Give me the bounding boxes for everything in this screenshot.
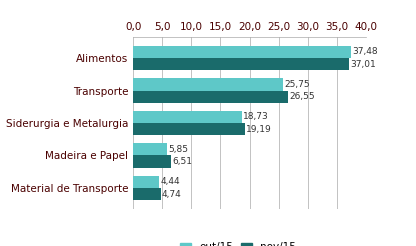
- Bar: [133, 155, 171, 168]
- Text: 37,48: 37,48: [353, 47, 378, 56]
- Bar: [133, 188, 161, 200]
- Bar: [133, 91, 288, 103]
- Bar: [133, 78, 283, 91]
- Text: 18,73: 18,73: [243, 112, 269, 121]
- Text: 37,01: 37,01: [350, 60, 376, 69]
- Text: 5,85: 5,85: [168, 145, 188, 154]
- Legend: out/15, nov/15: out/15, nov/15: [180, 242, 296, 246]
- Bar: [133, 46, 352, 58]
- Text: 6,51: 6,51: [172, 157, 192, 166]
- Bar: [133, 176, 159, 188]
- Bar: [133, 58, 349, 70]
- Text: 4,44: 4,44: [160, 177, 180, 186]
- Bar: [133, 143, 167, 155]
- Text: 4,74: 4,74: [162, 190, 182, 199]
- Bar: [133, 123, 245, 135]
- Text: 26,55: 26,55: [289, 92, 314, 101]
- Text: 25,75: 25,75: [284, 80, 310, 89]
- Text: 19,19: 19,19: [246, 125, 272, 134]
- Bar: [133, 111, 242, 123]
